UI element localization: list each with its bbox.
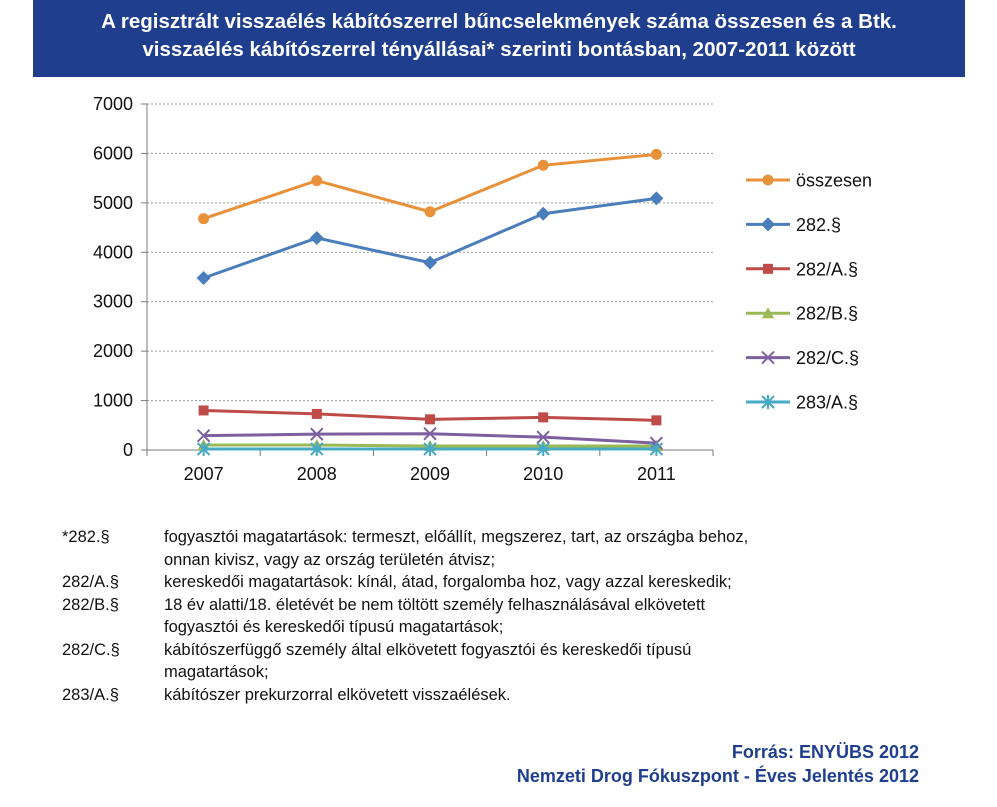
legend-label: 282/A.§ xyxy=(796,259,858,279)
legend-marker xyxy=(763,263,773,274)
y-tick-label: 2000 xyxy=(93,341,133,361)
legend-label: 282/B.§ xyxy=(796,304,858,324)
footnote-text: fogyasztói magatartások: termeszt, előál… xyxy=(164,528,749,546)
data-point xyxy=(538,412,549,423)
data-point xyxy=(649,191,664,206)
x-tick-label: 2007 xyxy=(184,464,224,484)
legend-marker xyxy=(761,217,775,232)
footnote-text: 18 év alatti/18. életévét be nem töltött… xyxy=(164,595,706,614)
legend-marker xyxy=(761,395,775,409)
y-tick-label: 0 xyxy=(123,440,133,460)
data-point xyxy=(309,230,324,245)
data-point xyxy=(198,213,210,225)
legend-marker xyxy=(761,350,775,365)
source-credit: Forrás: ENYÜBS 2012 Nemzeti Drog Fókuszp… xyxy=(517,740,919,788)
legend-label: 282.§ xyxy=(796,215,841,235)
data-point xyxy=(423,426,437,441)
x-tick-label: 2008 xyxy=(297,464,337,484)
data-point xyxy=(423,442,437,457)
footnote-text: kábítószer prekurzorral elkövetett vissz… xyxy=(164,685,511,704)
data-point xyxy=(424,206,436,218)
data-point xyxy=(196,270,211,285)
data-point xyxy=(649,442,664,457)
legend-label: összesen xyxy=(796,171,872,191)
chart-title: A regisztrált visszaélés kábítószerrel b… xyxy=(33,0,965,77)
data-point xyxy=(536,442,550,457)
data-point xyxy=(536,206,551,221)
data-point xyxy=(425,414,435,425)
source-line-2: Nemzeti Drog Fókuszpont - Éves Jelentés … xyxy=(516,766,919,786)
data-point xyxy=(536,430,550,444)
data-point xyxy=(198,405,209,416)
line-chart: 0 1000 2000 3000 4000 5000 6000 7000 2007 2008 200… xyxy=(93,94,872,484)
footnote-code: *282.§ xyxy=(62,528,110,546)
x-tick-label: 2010 xyxy=(523,464,563,484)
source-line-1: Forrás: ENYÜBS 2012 xyxy=(731,742,919,762)
data-point xyxy=(311,408,322,419)
y-tick-label: 6000 xyxy=(93,143,133,163)
footnote-code: 283/A.§ xyxy=(62,685,119,704)
footnote-code: 282/B.§ xyxy=(62,595,119,614)
x-tick-label: 2009 xyxy=(410,464,450,484)
data-point xyxy=(310,427,324,441)
footnote-text: kábítószerfüggő személy által elkövetett… xyxy=(164,640,692,659)
data-point xyxy=(196,442,211,457)
footnote-282b: 282/B.§ 18 év alatti/18. életévét be nem… xyxy=(62,594,962,639)
y-tick-label: 7000 xyxy=(93,94,133,114)
y-tick-label: 4000 xyxy=(93,242,133,262)
legend-marker xyxy=(762,307,774,319)
footnote-282: *282.§ fogyasztói magatartások: termeszt… xyxy=(62,526,962,571)
chart-title-line-1: A regisztrált visszaélés kábítószerrel b… xyxy=(101,10,897,33)
y-tick-label: 5000 xyxy=(93,193,133,213)
x-tick-label: 2011 xyxy=(637,464,676,484)
legend-marker xyxy=(762,174,774,186)
footnote-text: magatartások; xyxy=(164,663,269,681)
y-tick-label: 1000 xyxy=(93,391,133,411)
footnote-code: 282/A.§ xyxy=(62,573,119,591)
data-point xyxy=(311,175,323,187)
footnote-283a: 283/A.§ kábítószer prekurzorral elkövete… xyxy=(62,684,962,707)
legend-label: 282/C.§ xyxy=(796,348,859,368)
footnote-282a: 282/A.§ kereskedői magatartások: kínál, … xyxy=(62,571,962,594)
footnote-text: onnan kivisz, vagy az ország területén á… xyxy=(164,550,496,569)
data-point xyxy=(650,148,662,160)
data-point xyxy=(423,255,437,270)
legend-label: 283/A.§ xyxy=(796,393,858,413)
footnotes: *282.§ fogyasztói magatartások: termeszt… xyxy=(62,526,962,706)
chart-title-line-2: visszaélés kábítószerrel tényállásai* sz… xyxy=(142,38,856,61)
footnote-code: 282/C.§ xyxy=(62,640,120,659)
data-point xyxy=(310,442,324,457)
y-tick-label: 3000 xyxy=(93,292,133,312)
footnote-282c: 282/C.§ kábítószerfüggő személy által el… xyxy=(62,639,962,684)
data-point xyxy=(651,415,662,426)
data-point xyxy=(196,428,211,443)
footnote-text: fogyasztói és kereskedői típusú magatart… xyxy=(164,618,504,636)
footnote-text: kereskedői magatartások: kínál, átad, fo… xyxy=(164,573,732,591)
data-point xyxy=(537,159,549,171)
